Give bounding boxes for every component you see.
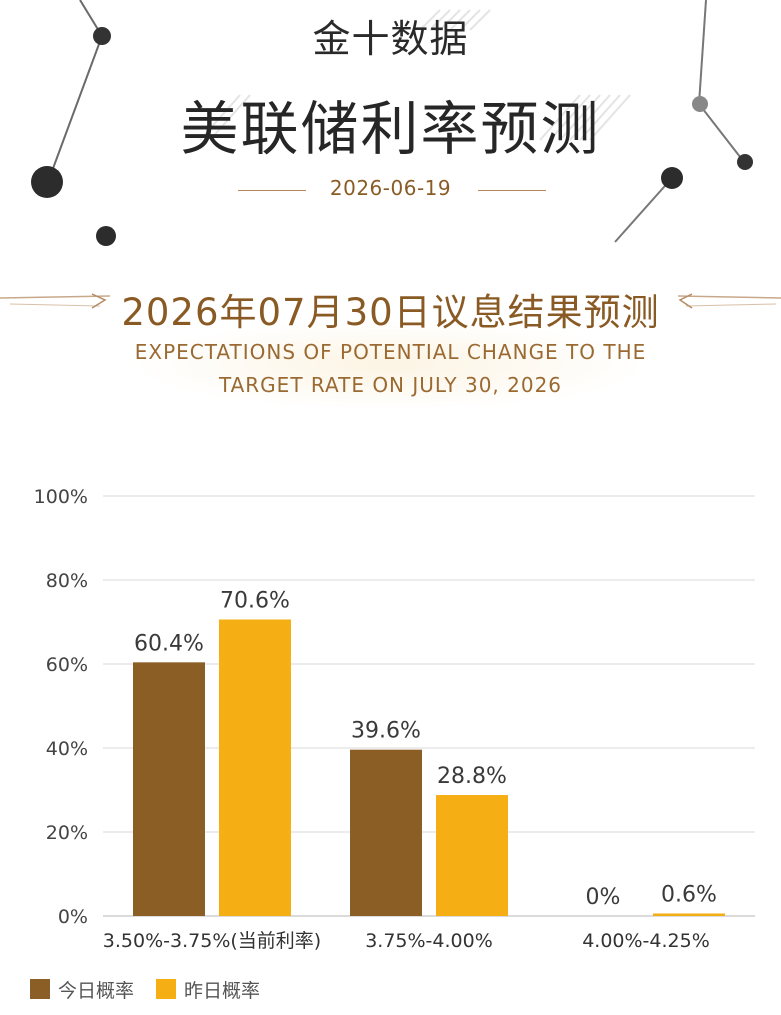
right-ornament [677, 293, 781, 309]
page-title: 美联储利率预测 [180, 95, 601, 163]
y-tick-label: 40% [46, 738, 88, 760]
legend-item-yesterday: 昨日概率 [156, 976, 260, 1003]
data-label: 60.4% [134, 631, 204, 656]
y-tick-label: 60% [46, 654, 88, 676]
section-subtitle-line1: EXPECTATIONS OF POTENTIAL CHANGE TO THE [134, 340, 647, 364]
chart-legend: 今日概率 昨日概率 [30, 976, 282, 1002]
date-divider-right [478, 190, 546, 191]
y-tick-label: 0% [58, 906, 88, 928]
legend-swatch-yesterday [156, 979, 177, 999]
subtitle-glow [130, 320, 650, 410]
x-tick-label: 3.50%-3.75%(当前利率) [103, 930, 321, 952]
bar [219, 619, 291, 916]
report-date: 2026-06-19 [329, 176, 452, 200]
legend-label-yesterday: 昨日概率 [184, 979, 261, 1002]
data-label: 28.8% [437, 764, 507, 789]
legend-label-today: 今日概率 [58, 979, 135, 1002]
section-subtitle: EXPECTATIONS OF POTENTIAL CHANGE TO THE … [100, 336, 681, 402]
x-tick-label: 4.00%-4.25% [582, 930, 710, 952]
y-tick-label: 100% [34, 486, 88, 508]
data-label: 39.6% [351, 719, 421, 744]
y-tick-label: 80% [46, 570, 88, 592]
date-divider-left [238, 190, 306, 191]
brand-title: 金十数据 [312, 17, 469, 61]
data-label: 0% [586, 885, 621, 910]
left-ornament [0, 293, 111, 309]
legend-swatch-today [30, 979, 50, 999]
x-tick-label: 3.75%-4.00% [365, 930, 493, 952]
section-subtitle-line2: TARGET RATE ON JULY 30, 2026 [218, 373, 563, 397]
bar-chart: 0% 20% 40% 60% 80% 100% 60.4% 70.6% 3.50%-3.75%(… [34, 486, 755, 952]
date-row: 2026-06-19 [0, 176, 781, 204]
bar [133, 662, 205, 916]
legend-item-today: 今日概率 [30, 976, 134, 1003]
decorative-network-graphic [31, 0, 753, 246]
data-label: 70.6% [220, 588, 290, 613]
bar [436, 795, 508, 916]
bar [653, 913, 725, 916]
section-title: 2026年07月30日议息结果预测 [121, 291, 660, 334]
bar [350, 749, 422, 916]
data-label: 0.6% [661, 882, 717, 907]
y-tick-label: 20% [46, 822, 88, 844]
